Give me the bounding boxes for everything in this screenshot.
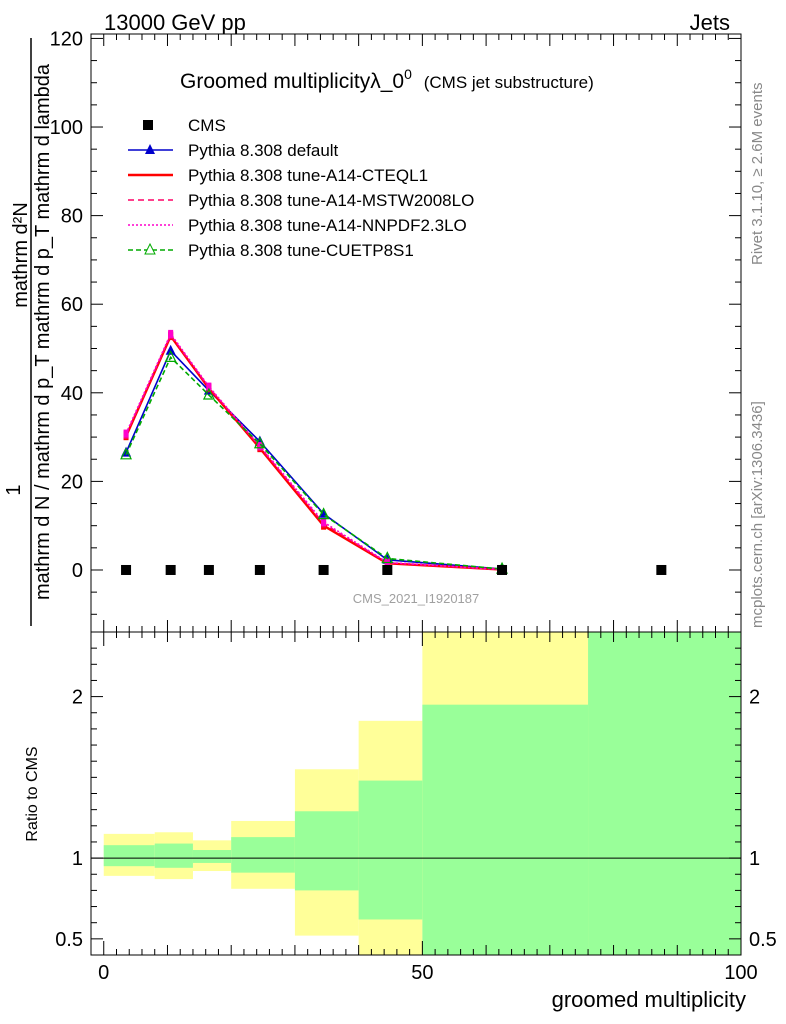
series-point xyxy=(168,329,174,338)
ratio-band-inner xyxy=(422,704,589,955)
ratio-y-tick-label: 0.5 xyxy=(55,929,83,951)
x-tick-label: 50 xyxy=(411,962,433,984)
y-tick-label: 100 xyxy=(50,117,83,139)
ratio-bands xyxy=(91,632,741,955)
watermark: CMS_2021_I1920187 xyxy=(353,591,480,606)
data-point xyxy=(254,564,265,575)
legend-marker xyxy=(143,120,153,130)
series-point xyxy=(318,507,329,518)
data-point xyxy=(318,564,329,575)
main-series xyxy=(120,329,667,575)
process-label: Jets xyxy=(690,10,730,35)
series-line xyxy=(125,333,503,571)
y-axis-title-top: 1 xyxy=(3,484,25,495)
energy-label: 13000 GeV pp xyxy=(104,10,246,35)
y-tick-label: 40 xyxy=(61,383,83,405)
legend: CMS Pythia 8.308 default Pythia 8.308 tune… xyxy=(128,116,474,260)
chart-title: Groomed multiplicityλ_00 (CMS jet substr… xyxy=(180,61,594,93)
ratio-band-inner xyxy=(192,850,232,863)
y-tick-label: 20 xyxy=(61,471,83,493)
data-point xyxy=(203,564,214,575)
ratio-band-inner xyxy=(103,845,155,867)
series-point xyxy=(164,350,177,362)
x-axis-title: groomed multiplicity xyxy=(552,987,746,1012)
ratio-y-tick-label: 1 xyxy=(72,848,83,870)
ratio-y-tick-label: 2 xyxy=(72,687,83,709)
ratio-band-inner xyxy=(294,811,359,891)
chart-title-sup: 0 xyxy=(404,66,412,82)
x-tick-label: 100 xyxy=(724,962,757,984)
legend-label: Pythia 8.308 default xyxy=(188,141,339,160)
series-point xyxy=(123,429,129,438)
y-tick-label: 60 xyxy=(61,294,83,316)
ratio-band-inner xyxy=(358,780,423,920)
series-point xyxy=(257,441,263,450)
series-line xyxy=(125,349,503,570)
series-point xyxy=(206,382,212,391)
series-point xyxy=(253,436,266,449)
data-point xyxy=(165,564,176,575)
legend-label: Pythia 8.308 tune-A14-NNPDF2.3LO xyxy=(188,216,467,235)
y-tick-label: 80 xyxy=(61,206,83,228)
series-point xyxy=(381,551,394,564)
series-point xyxy=(321,518,327,527)
side-label-top: Rivet 3.1.10, ≥ 2.6M events xyxy=(749,83,766,266)
data-point xyxy=(656,564,667,575)
y-tick-label: 120 xyxy=(50,28,83,50)
ratio-y-axis-title: Ratio to CMS xyxy=(24,746,41,841)
series-line xyxy=(125,355,503,570)
legend-marker xyxy=(144,242,156,255)
series-point xyxy=(165,344,176,355)
series-point xyxy=(202,387,215,400)
data-point xyxy=(121,564,132,575)
series-line xyxy=(124,333,503,571)
y-axis-title-denominator: mathrm d N / mathrm d p_T mathrm d p_T m… xyxy=(32,63,54,600)
legend-label: Pythia 8.308 tune-A14-MSTW2008LO xyxy=(188,191,474,210)
data-point xyxy=(382,564,393,575)
legend-label: Pythia 8.308 tune-A14-CTEQL1 xyxy=(188,166,428,185)
main-axes: 0 20 40 60 80 100 120 xyxy=(50,28,742,633)
y-axis-title: 1 mathrm d²N mathrm d N / mathrm d p_T m… xyxy=(3,38,54,626)
legend-label: CMS xyxy=(188,116,226,135)
ratio-y-tick-label-right: 1 xyxy=(749,848,760,870)
ratio-band-inner xyxy=(231,837,295,873)
legend-label: Pythia 8.308 tune-CUETP8S1 xyxy=(188,241,414,260)
chart-title-main: Groomed multiplicityλ_0 xyxy=(180,70,404,93)
ratio-y-tick-label-right: 2 xyxy=(749,687,760,709)
ratio-y-tick-label-right: 0.5 xyxy=(749,929,777,951)
y-axis-title-numerator: mathrm d²N xyxy=(10,202,32,308)
series-point xyxy=(120,447,133,460)
x-tick-label: 0 xyxy=(98,962,109,984)
ratio-band-inner xyxy=(154,843,193,868)
series-point xyxy=(317,507,330,520)
side-label-bottom: mcplots.cern.ch [arXiv:1306.3436] xyxy=(749,401,766,628)
ratio-band-inner xyxy=(588,632,741,955)
legend-marker xyxy=(145,144,155,154)
chart-subtitle: (CMS jet substructure) xyxy=(424,73,594,92)
data-point xyxy=(497,564,508,575)
ratio-axes: 0.5 0.5 1 1 2 2 0 50 100 xyxy=(55,631,777,984)
y-tick-label: 0 xyxy=(72,560,83,582)
